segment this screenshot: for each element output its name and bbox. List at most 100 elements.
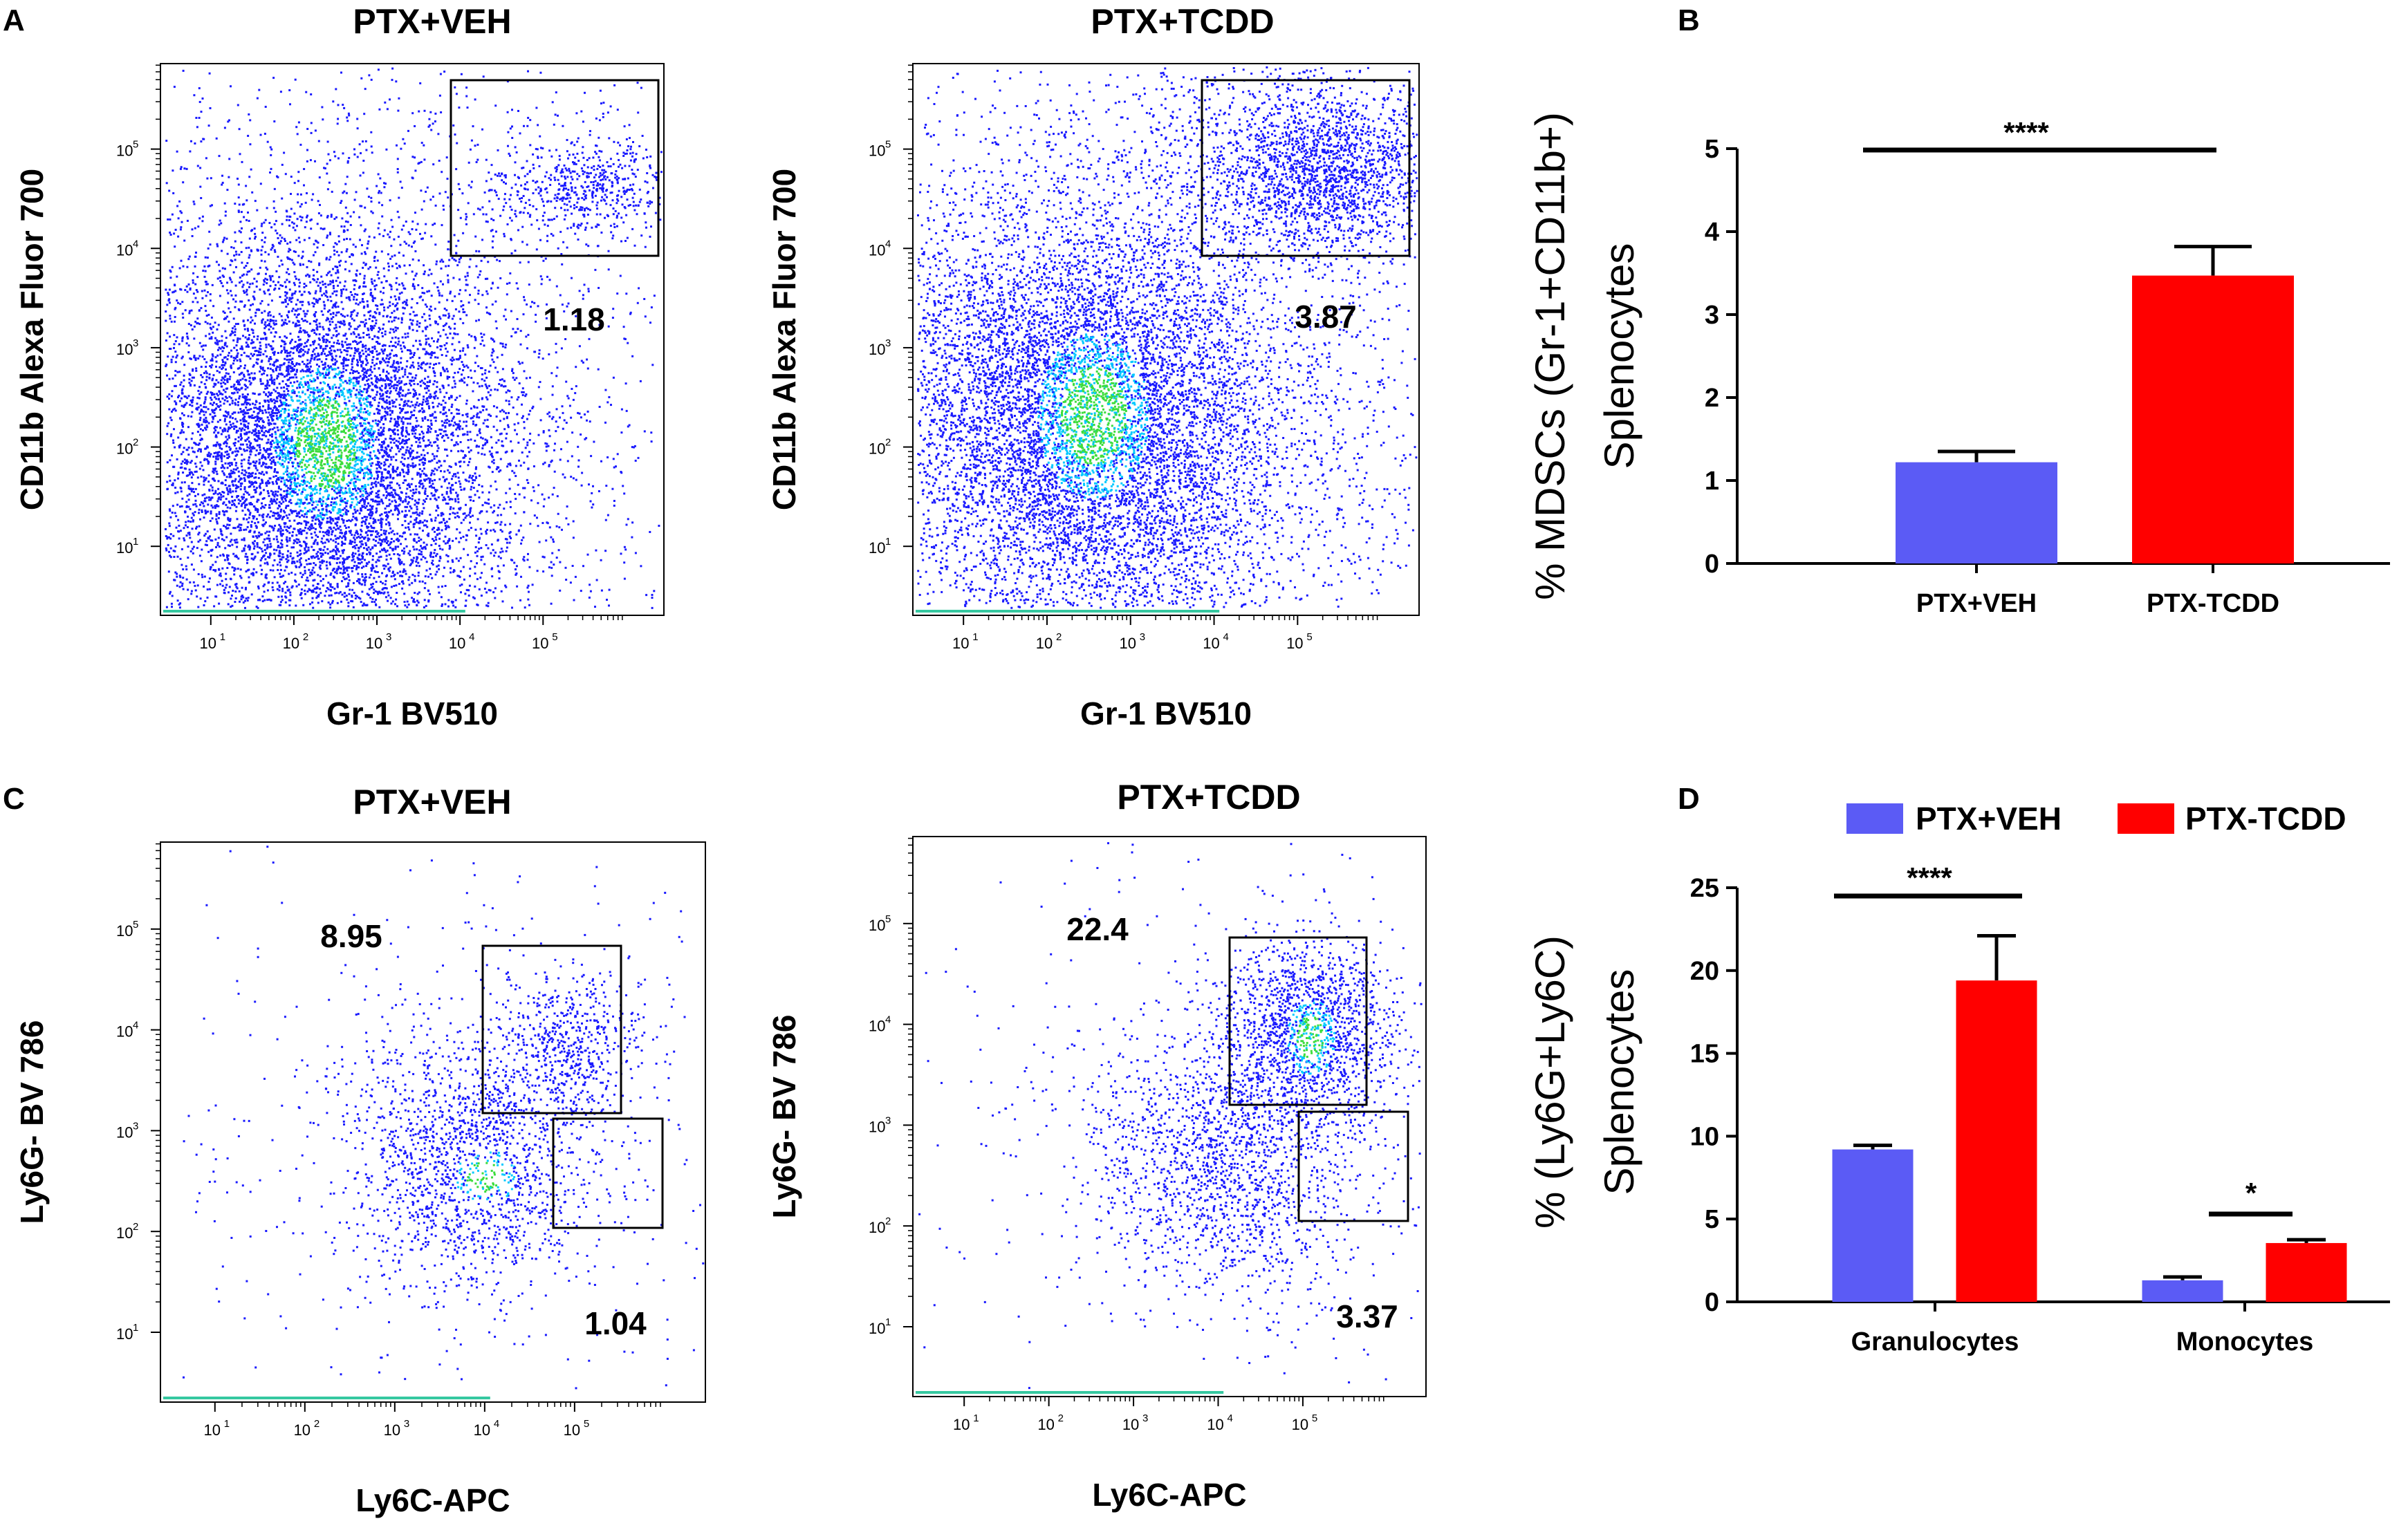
event-dot <box>313 417 315 419</box>
event-dot <box>328 420 331 422</box>
event-dot <box>354 539 356 541</box>
event-dot <box>440 372 442 374</box>
event-dot <box>481 260 483 262</box>
event-dot <box>258 477 260 479</box>
event-dot <box>265 504 267 506</box>
event-dot <box>385 357 387 360</box>
event-dot <box>189 474 191 476</box>
event-dot <box>396 605 398 607</box>
event-dot <box>238 503 240 505</box>
event-dot <box>369 588 371 590</box>
event-dot <box>239 590 241 593</box>
event-dot <box>476 555 479 557</box>
event-dot <box>239 153 241 155</box>
event-dot <box>225 391 227 393</box>
event-dot <box>260 380 262 382</box>
event-dot <box>355 597 357 599</box>
event-dot <box>533 302 535 304</box>
event-dot <box>246 289 248 291</box>
event-dot <box>408 528 410 530</box>
event-dot <box>216 403 218 405</box>
event-dot <box>261 245 263 248</box>
event-dot <box>332 550 334 552</box>
event-dot <box>457 472 459 474</box>
event-dot <box>281 588 284 590</box>
event-dot <box>405 498 407 501</box>
event-dot <box>430 544 432 546</box>
event-dot <box>215 456 217 458</box>
event-dot <box>557 426 559 428</box>
event-dot <box>275 451 277 454</box>
event-dot <box>181 337 183 339</box>
event-dot <box>206 372 208 374</box>
event-dot <box>348 519 350 521</box>
event-dot <box>311 388 313 390</box>
event-dot <box>326 517 328 519</box>
event-dot <box>362 435 364 437</box>
event-dot <box>422 487 424 489</box>
event-dot <box>261 438 263 440</box>
event-dot <box>248 176 250 178</box>
event-dot <box>359 400 361 402</box>
event-dot <box>432 480 434 482</box>
event-dot <box>249 548 251 550</box>
event-dot <box>474 362 476 364</box>
event-dot <box>333 335 335 337</box>
event-dot <box>321 456 323 458</box>
event-dot <box>212 404 214 406</box>
event-dot <box>486 398 488 400</box>
event-dot <box>297 299 299 301</box>
event-dot <box>286 545 288 547</box>
event-dot <box>301 318 303 320</box>
event-dot <box>214 490 216 492</box>
event-dot <box>275 437 277 439</box>
event-dot <box>424 319 426 321</box>
event-dot <box>589 597 591 599</box>
event-dot <box>345 527 347 529</box>
event-dot <box>374 396 376 398</box>
event-dot <box>261 250 263 252</box>
event-dot <box>241 577 243 579</box>
event-dot <box>317 415 319 417</box>
event-dot <box>344 543 346 545</box>
event-dot <box>451 478 453 480</box>
event-dot <box>353 606 355 608</box>
event-dot <box>365 355 367 357</box>
event-dot <box>292 488 294 490</box>
event-dot <box>171 361 173 363</box>
event-dot <box>412 329 414 331</box>
event-dot <box>421 510 423 512</box>
event-dot <box>169 516 172 519</box>
event-dot <box>314 436 316 438</box>
event-dot <box>168 551 170 553</box>
event-dot <box>257 545 259 548</box>
event-dot <box>215 546 217 548</box>
event-dot <box>268 495 270 497</box>
event-dot <box>382 494 385 496</box>
event-dot <box>191 490 193 492</box>
event-dot <box>294 413 296 416</box>
event-dot <box>299 463 301 465</box>
event-dot <box>567 460 569 462</box>
event-dot <box>527 334 529 336</box>
event-dot <box>469 294 471 296</box>
event-dot <box>503 428 506 430</box>
event-dot <box>234 458 236 460</box>
event-dot <box>371 508 373 510</box>
event-dot <box>232 400 234 402</box>
event-dot <box>241 587 243 589</box>
event-dot <box>203 586 205 588</box>
event-dot <box>240 488 242 490</box>
event-dot <box>292 531 294 533</box>
event-dot <box>315 424 317 426</box>
event-dot <box>436 455 438 457</box>
event-dot <box>277 461 279 463</box>
event-dot <box>389 231 391 233</box>
event-dot <box>254 404 257 406</box>
event-dot <box>496 429 498 431</box>
event-dot <box>233 371 235 373</box>
event-dot <box>176 504 178 506</box>
event-dot <box>393 331 395 333</box>
event-dot <box>348 359 350 361</box>
event-dot <box>231 496 233 498</box>
